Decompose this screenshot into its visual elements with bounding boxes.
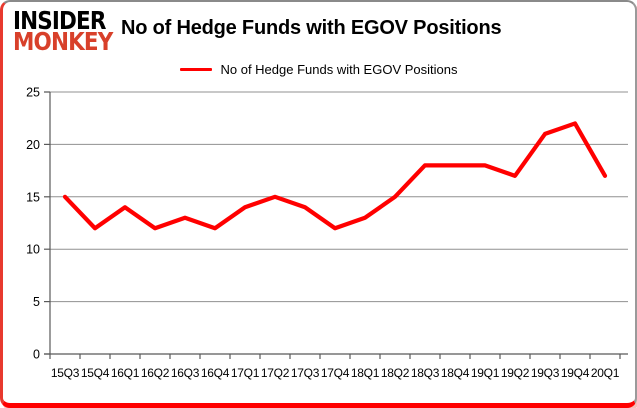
logo-line-insider: INSIDER <box>13 6 106 35</box>
x-axis-label: 20Q1 <box>591 366 620 380</box>
y-axis-label: 5 <box>33 295 40 309</box>
x-axis-label: 16Q3 <box>171 366 200 380</box>
x-axis-label: 15Q4 <box>81 366 110 380</box>
x-axis-label: 18Q1 <box>351 366 380 380</box>
insider-monkey-logo: INSIDER MONKEY <box>13 6 113 56</box>
x-axis-label: 16Q1 <box>111 366 140 380</box>
x-axis-label: 19Q4 <box>561 366 590 380</box>
x-axis-label: 18Q4 <box>441 366 470 380</box>
x-axis-label: 19Q1 <box>471 366 500 380</box>
x-axis-label: 17Q2 <box>261 366 290 380</box>
x-axis-label: 16Q4 <box>201 366 230 380</box>
x-axis-label: 17Q4 <box>321 366 350 380</box>
y-axis-label: 25 <box>26 86 40 100</box>
chart-legend: No of Hedge Funds with EGOV Positions <box>3 62 635 77</box>
x-axis-label: 16Q2 <box>141 366 170 380</box>
logo-line-monkey: MONKEY <box>13 27 113 56</box>
x-axis-label: 18Q2 <box>381 366 410 380</box>
x-axis-label: 19Q3 <box>531 366 560 380</box>
chart-title: No of Hedge Funds with EGOV Positions <box>121 17 502 39</box>
y-axis-label: 15 <box>26 190 40 204</box>
y-axis-label: 10 <box>26 243 40 257</box>
y-axis-label: 20 <box>26 138 40 152</box>
legend-line-swatch <box>180 68 213 71</box>
x-axis-label: 17Q1 <box>231 366 260 380</box>
legend-label: No of Hedge Funds with EGOV Positions <box>220 62 458 77</box>
x-axis-label: 15Q3 <box>51 366 80 380</box>
x-axis-label: 18Q3 <box>411 366 440 380</box>
y-axis-label: 0 <box>33 348 40 362</box>
series-line <box>62 121 608 231</box>
x-axis-label: 19Q2 <box>501 366 530 380</box>
x-axis-label: 17Q3 <box>291 366 320 380</box>
